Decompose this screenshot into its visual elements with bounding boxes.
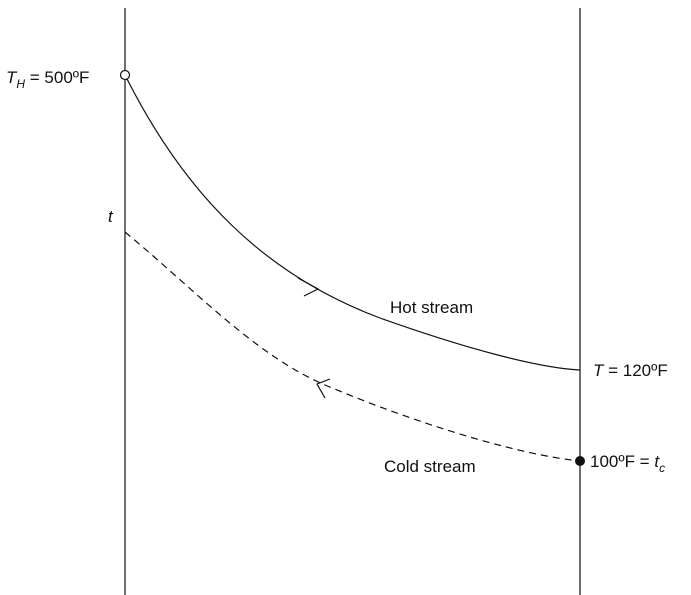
cold-inlet-value: 100ºF =: [590, 452, 654, 471]
cold-stream-arrow-icon: [316, 378, 331, 399]
hot-outlet-symbol: T: [593, 361, 605, 380]
hot-stream-arrow-icon: [297, 277, 320, 297]
cold-stream-curve: [124, 231, 581, 462]
cold-inlet-filled-circle-icon: [575, 456, 585, 466]
cold-inlet-label: 100ºF = tc: [590, 452, 665, 475]
hot-inlet-open-circle-icon: [119, 69, 131, 81]
hot-stream-curve: [124, 74, 581, 371]
cold-inlet-subscript: c: [659, 461, 665, 475]
hot-outlet-label: T = 120ºF: [593, 361, 668, 380]
hot-stream-label: Hot stream: [390, 298, 473, 317]
hot-inlet-label: TH = 500ºF: [6, 68, 89, 91]
hot-inlet-value: = 500ºF: [25, 68, 89, 87]
cold-outlet-label: t: [108, 207, 114, 226]
hot-inlet-symbol: T: [6, 68, 18, 87]
hot-inlet-subscript: H: [16, 77, 25, 91]
hot-outlet-value: = 120ºF: [603, 361, 667, 380]
cold-inlet-symbol: t: [654, 452, 660, 471]
cold-stream-label: Cold stream: [384, 457, 476, 476]
